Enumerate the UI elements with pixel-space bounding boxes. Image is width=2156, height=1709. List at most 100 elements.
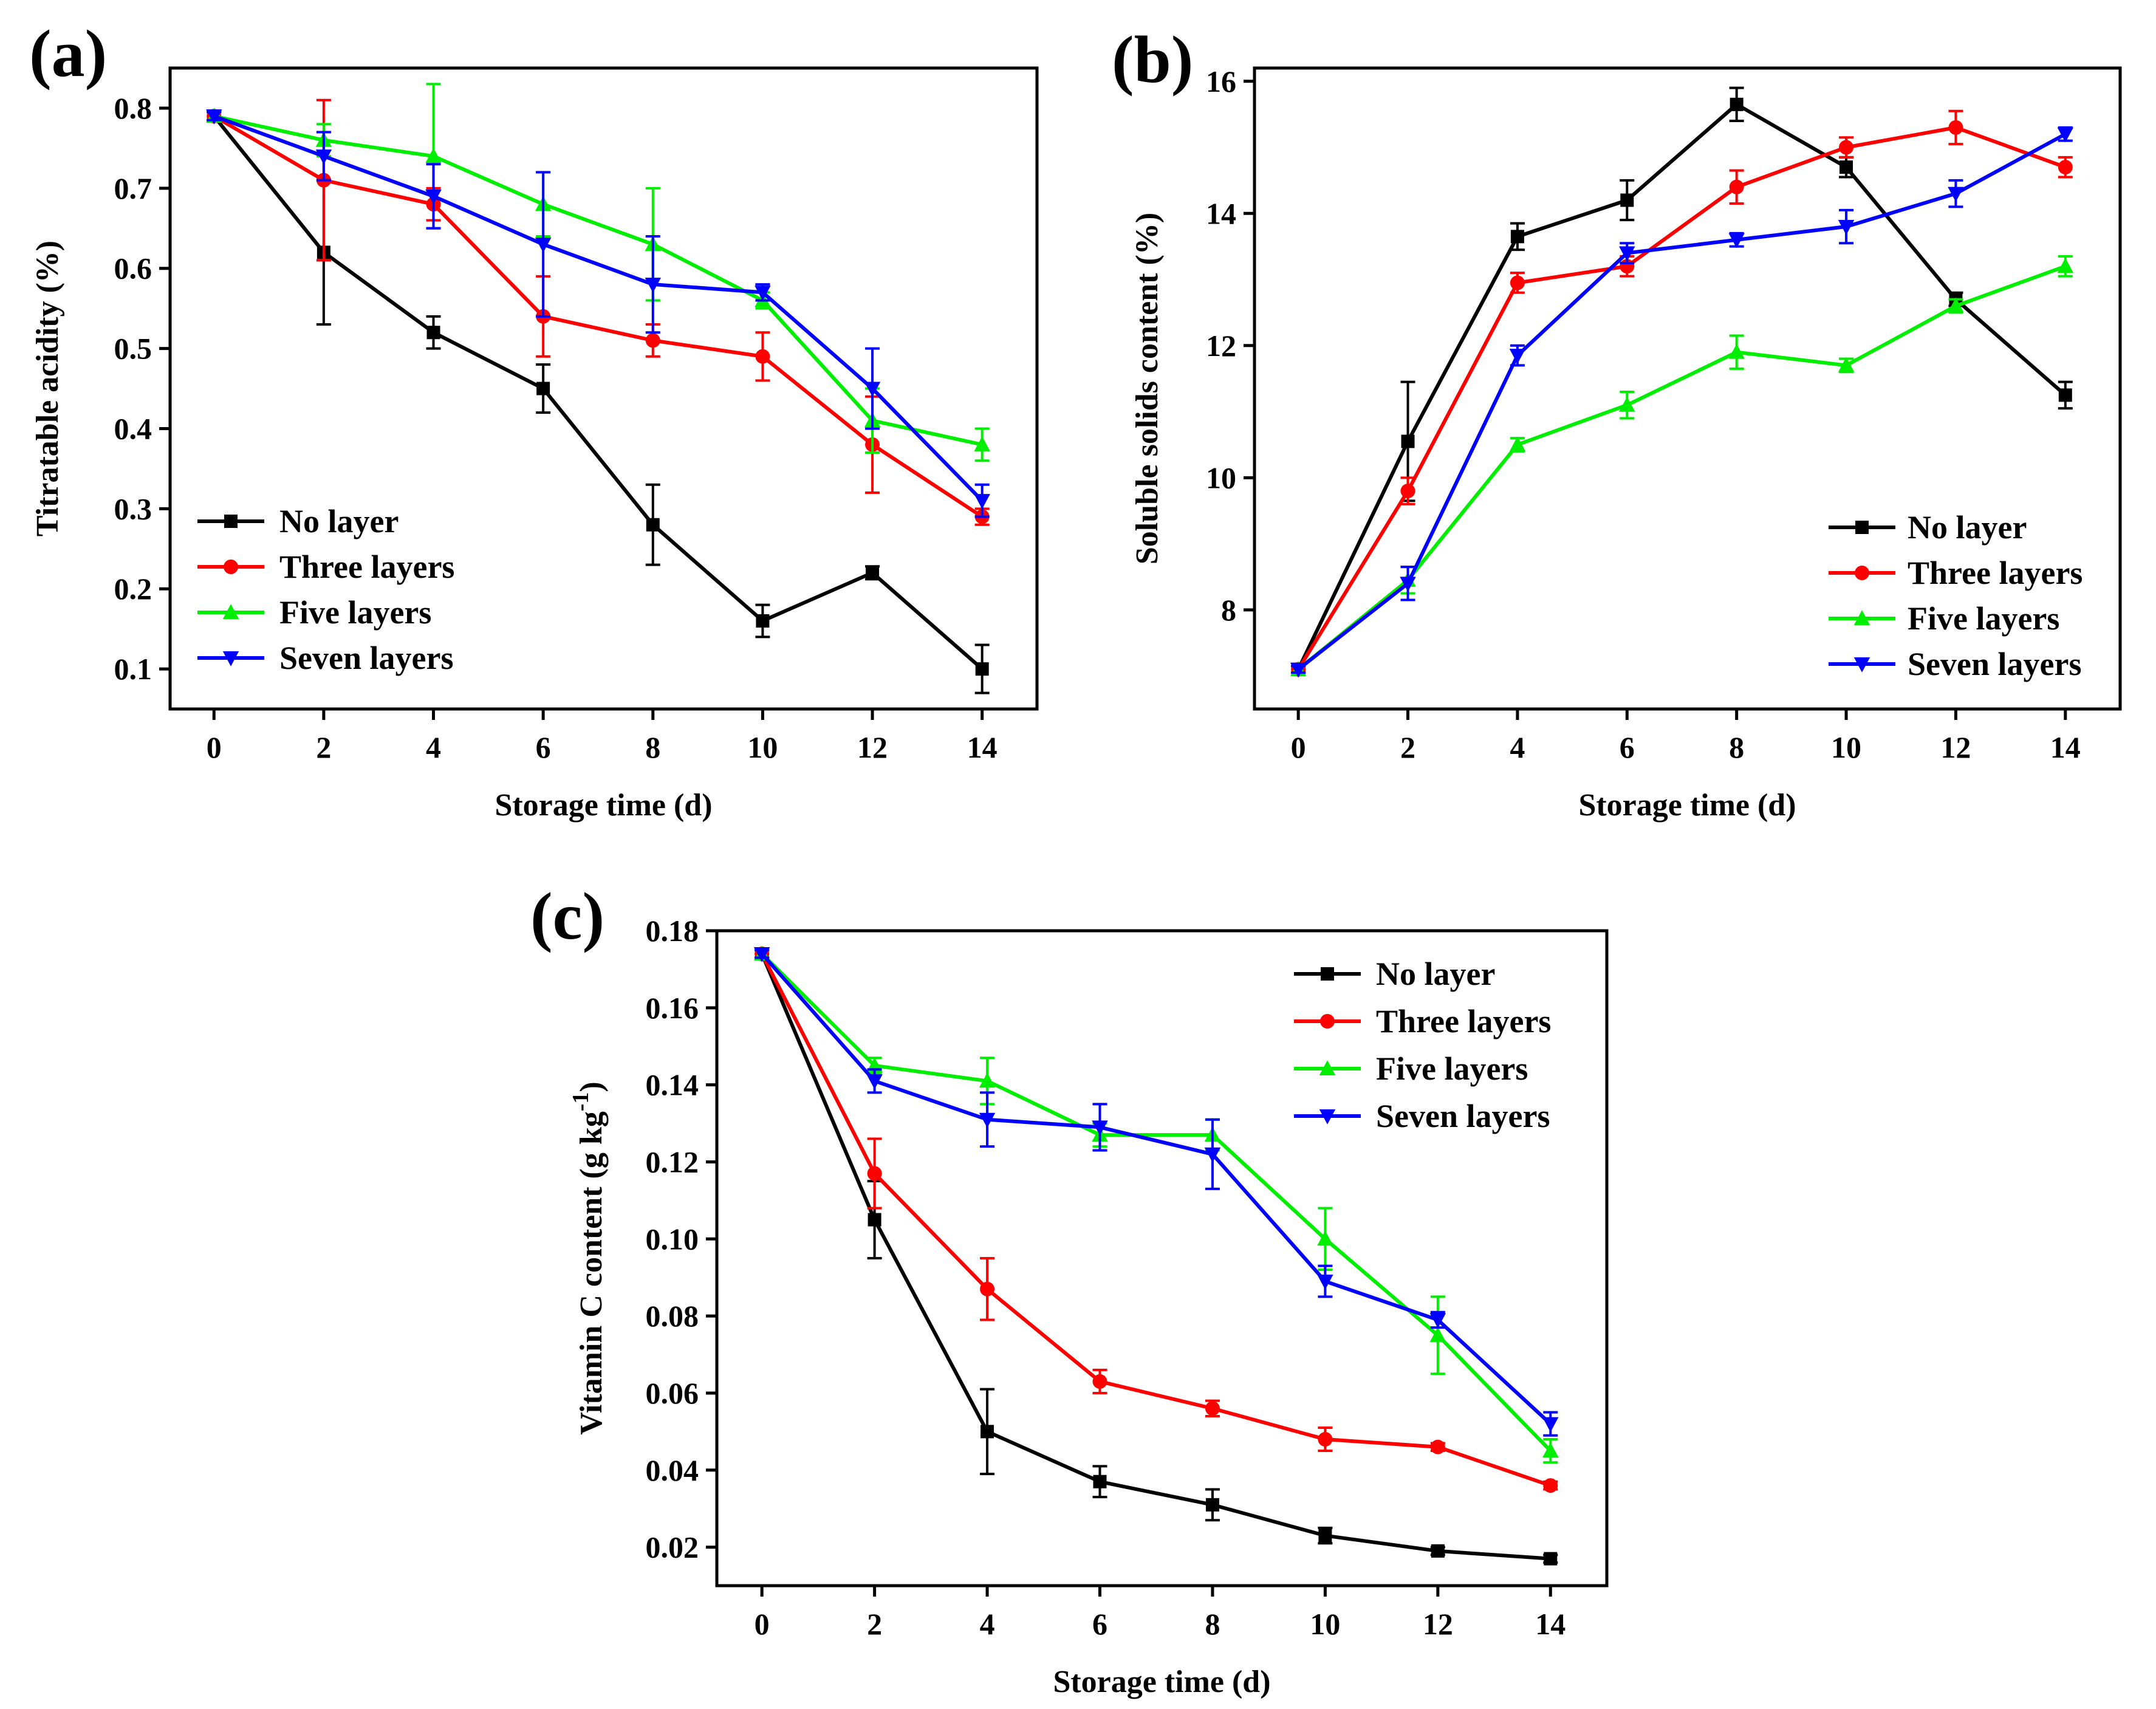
series-line [213,114,984,502]
y-tick-label: 0.8 [114,91,152,125]
legend-marker [1319,1109,1336,1125]
data-point [646,518,660,532]
data-point [1620,193,1634,207]
series-no-layer [207,109,990,694]
panel-a: (a) 0 2 4 6 8 10 12 14 0.1 0.2 0.3 0.4 0.5 0.6 0.7 0.8 S… [29,16,1039,823]
panel-b-label: (b) [1112,22,1193,97]
legend-label: Five layers [1908,600,2059,637]
legend-label: No layer [1908,509,2027,546]
data-point [1839,140,1854,155]
series-no-layer [755,947,1558,1566]
y-tick-label: 0.2 [114,572,152,606]
data-point [1838,357,1855,372]
legend-marker [1853,657,1870,673]
plot-frame [715,929,1609,1587]
legend-marker [224,560,238,574]
data-point [315,149,332,165]
data-point [1431,1544,1445,1558]
x-axis-label: Storage time (d) [495,788,712,823]
y-tick-label: 0.10 [646,1222,699,1256]
data-point [753,947,770,962]
data-point [975,662,989,676]
series-seven-layers [1290,126,2074,678]
data-point [979,1112,996,1128]
x-tick-label: 14 [2050,730,2081,764]
data-point [756,614,770,628]
data-point [425,148,442,163]
data-point [980,1425,994,1439]
series-line [1296,125,2066,671]
data-point [755,349,770,364]
panel-a-label: (a) [29,16,107,91]
y-tick-label: 14 [1206,196,1236,230]
x-axis-label: Storage time (d) [1053,1665,1270,1699]
data-point [1205,1498,1219,1512]
data-point [645,278,661,293]
data-point [866,1074,883,1090]
legend-marker [1320,1014,1335,1029]
data-point [1092,1120,1108,1136]
y-tick-label: 12 [1206,329,1236,363]
panel-c-label: (c) [530,879,604,953]
data-point [1543,1478,1558,1493]
series-line [760,953,1551,1561]
series-seven-layers [753,947,1559,1437]
y-tick-label: 0.3 [114,491,152,526]
data-point [866,566,880,580]
data-point [1729,179,1744,194]
x-tick-label: 8 [1729,730,1744,764]
data-point [1948,187,1964,202]
x-tick-label: 14 [1535,1607,1566,1641]
x-tick-label: 4 [1510,730,1525,764]
data-point [1509,436,1526,451]
series-line [1297,132,2067,671]
x-tick-label: 6 [536,730,551,764]
data-point [1728,343,1745,359]
y-tick-label: 0.4 [114,411,152,445]
series-line [760,953,1552,1487]
data-point [1093,1474,1107,1488]
series-line [761,952,1552,1453]
plot-frame [168,66,1039,711]
x-tick-label: 4 [980,1607,995,1641]
x-tick-label: 0 [755,1607,770,1641]
data-point [1290,662,1307,678]
y-axis-label: Vitamin C content (g kg-1) [568,1081,609,1434]
x-axis-label: Storage time (d) [1578,788,1796,823]
data-point [1619,246,1635,262]
data-point [1317,1275,1333,1290]
data-point [864,382,881,397]
data-point [980,1281,995,1296]
y-axis-label: Titratable acidity (%) [30,241,65,536]
panel-b: (b) 0 2 4 6 8 10 12 14 8 10 12 14 16 Storage time (d)… [1112,22,2122,823]
x-tick-label: 14 [967,730,998,764]
y-tick-label: 0.04 [646,1453,699,1487]
data-point [1728,233,1745,248]
data-point [979,1072,996,1088]
y-axis-label-close: ) [574,1081,609,1092]
data-point [1544,1552,1558,1566]
legend-marker [222,651,239,666]
x-tick-label: 0 [1291,730,1306,764]
y-tick-label: 0.14 [646,1068,699,1102]
data-point [1730,97,1744,111]
data-point [867,1166,882,1181]
data-point [2057,258,2074,273]
x-tick-label: 6 [1620,730,1635,764]
data-point [1401,434,1415,448]
data-point [1205,1401,1220,1416]
panel-c: (c) 0 2 4 6 8 10 12 14 0.02 0.04 0.06 0.08 0.10 0.12 0… [530,879,1609,1699]
legend-marker [1855,521,1869,534]
y-axis-label: Soluble solids content (%) [1130,213,1165,564]
legend-label: Seven layers [279,640,453,676]
legend-label: Three layers [1376,1003,1551,1039]
y-tick-label: 0.18 [646,914,699,948]
legend: No layer Three layers Five layers Seven lay… [1829,509,2082,682]
series-seven-layers [206,109,990,518]
x-tick-label: 8 [1205,1607,1220,1641]
data-point [1400,484,1415,499]
y-tick-label: 16 [1206,64,1236,98]
legend: No layer Three layers Five layers Seven lay… [1294,956,1551,1134]
data-point [1619,396,1635,412]
series-line [212,115,984,671]
